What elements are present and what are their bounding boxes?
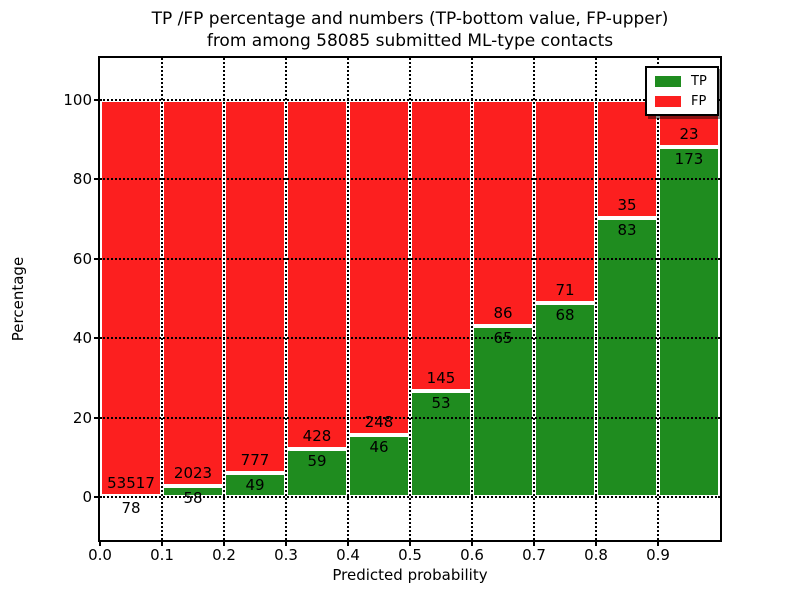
x-tick-mark: [285, 540, 287, 546]
y-tick-mark: [94, 496, 100, 498]
bar-tp-segment: [472, 326, 534, 497]
fp-legend-swatch-icon: [655, 96, 681, 107]
x-gridline: [533, 58, 535, 540]
y-tick-label: 40: [72, 329, 92, 348]
bar-tp-segment: [596, 217, 658, 497]
x-axis-label: Predicted probability: [332, 566, 488, 584]
bar-fp-segment: [472, 100, 534, 327]
y-tick-mark: [94, 416, 100, 419]
tp-count-label: 83: [617, 220, 637, 239]
x-gridline: [347, 58, 349, 540]
x-gridline: [161, 58, 163, 540]
tp-count-label: 58: [183, 488, 203, 507]
x-tick-label: 0.4: [336, 546, 360, 564]
tp-count-label: 53: [431, 393, 451, 412]
legend-label: FP: [691, 94, 707, 109]
fp-count-label: 71: [555, 280, 575, 299]
y-axis-label: Percentage: [9, 256, 27, 342]
chart-title: TP /FP percentage and numbers (TP-bottom…: [20, 8, 800, 52]
fp-count-label: 23: [679, 124, 699, 143]
y-tick-label: 20: [72, 408, 92, 427]
tp-count-label: 65: [493, 329, 513, 348]
x-gridline: [285, 58, 287, 540]
y-tick-label: 100: [63, 91, 92, 109]
tp-count-label: 68: [555, 305, 575, 324]
x-gridline: [409, 58, 411, 540]
x-tick-label: 0.6: [460, 546, 484, 564]
x-tick-label: 0.8: [584, 546, 608, 564]
legend-label: TP: [691, 74, 707, 89]
fp-count-label: 145: [426, 368, 456, 387]
y-tick-label: 60: [72, 249, 92, 268]
x-tick-label: 0.7: [522, 546, 546, 564]
chart-title-line2: from among 58085 submitted ML-type conta…: [206, 31, 614, 51]
y-tick-label: 0: [82, 488, 92, 506]
legend-entry-fp: FP: [655, 94, 711, 109]
bar-tp-segment: [348, 434, 410, 497]
y-tick-mark: [94, 337, 100, 340]
bar-fp-segment: [286, 100, 348, 449]
x-gridline: [471, 58, 473, 540]
bar-fp-segment: [596, 100, 658, 218]
x-tick-label: 0.2: [212, 546, 236, 564]
bar-fp-segment: [100, 100, 162, 497]
fp-count-label: 777: [240, 451, 270, 470]
fp-count-label: 53517: [107, 474, 155, 493]
tp-count-label: 46: [369, 437, 389, 456]
x-gridline: [223, 58, 225, 540]
x-tick-label: 0.9: [646, 546, 670, 564]
bar-fp-segment: [348, 100, 410, 435]
fp-count-label: 248: [364, 412, 394, 431]
tp-legend-swatch-icon: [655, 76, 681, 87]
x-tick-label: 0.5: [398, 546, 422, 564]
x-tick-label: 0.1: [150, 546, 174, 564]
y-tick-mark: [94, 178, 100, 181]
x-gridline: [595, 58, 597, 540]
x-tick-mark: [657, 540, 659, 546]
tp-count-label: 78: [121, 499, 141, 518]
bar-tp-segment: [286, 448, 348, 497]
plot-area: 53517 78 2023 58 777 49 428 59 248 46 145 53 86 65 71 6…: [98, 56, 722, 542]
x-tick-mark: [161, 540, 163, 546]
x-tick-mark: [409, 540, 411, 546]
bar-fp-segment: [534, 100, 596, 303]
x-tick-mark: [595, 540, 597, 546]
x-tick-label: 0.3: [274, 546, 298, 564]
x-tick-mark: [223, 540, 225, 546]
bar-tp-segment: [658, 146, 720, 497]
x-tick-mark: [533, 540, 535, 546]
fp-count-label: 2023: [173, 463, 213, 482]
bar-fp-segment: [410, 100, 472, 391]
chart-title-line1: TP /FP percentage and numbers (TP-bottom…: [151, 9, 669, 29]
fp-count-label: 35: [617, 195, 637, 214]
fp-count-label: 86: [493, 304, 513, 323]
legend: TP FP: [645, 66, 719, 116]
tp-count-label: 173: [674, 149, 704, 168]
bar-fp-segment: [162, 100, 224, 486]
x-tick-mark: [99, 540, 101, 546]
y-tick-label: 80: [72, 170, 92, 189]
tp-count-label: 59: [307, 451, 327, 470]
x-tick-label: 0.0: [88, 546, 112, 564]
tp-count-label: 49: [245, 476, 265, 495]
x-gridline: [657, 58, 659, 540]
bar-tp-segment: [534, 302, 596, 497]
y-tick-mark: [94, 99, 100, 101]
x-tick-mark: [347, 540, 349, 546]
y-tick-mark: [94, 257, 100, 260]
legend-entry-tp: TP: [655, 74, 711, 89]
fp-count-label: 428: [302, 426, 332, 445]
x-tick-mark: [471, 540, 473, 546]
